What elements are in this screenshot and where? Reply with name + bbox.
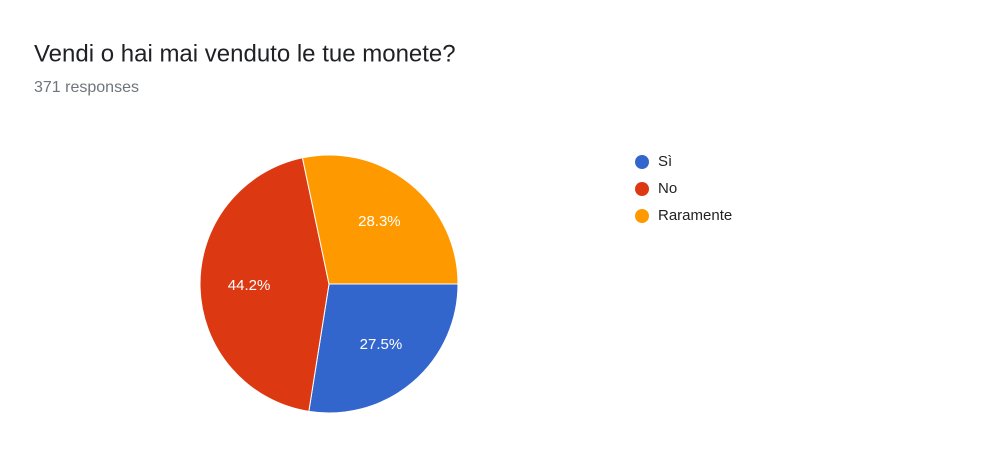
legend-swatch [635, 182, 649, 196]
chart-title: Vendi o hai mai venduto le tue monete? [34, 40, 456, 67]
pie-slice [301, 154, 459, 285]
legend-label: Raramente [658, 207, 732, 224]
data-label: 27.5% [360, 336, 403, 353]
legend-swatch [635, 209, 649, 223]
data-label: 44.2% [228, 277, 271, 294]
legend-label: No [658, 180, 677, 197]
pie-slice [308, 283, 459, 414]
legend-swatch [635, 155, 649, 169]
pie-slice [199, 157, 330, 412]
legend-label: Sì [658, 153, 672, 170]
data-label: 28.3% [358, 213, 401, 230]
chart-subtitle: 371 responses [34, 79, 139, 96]
